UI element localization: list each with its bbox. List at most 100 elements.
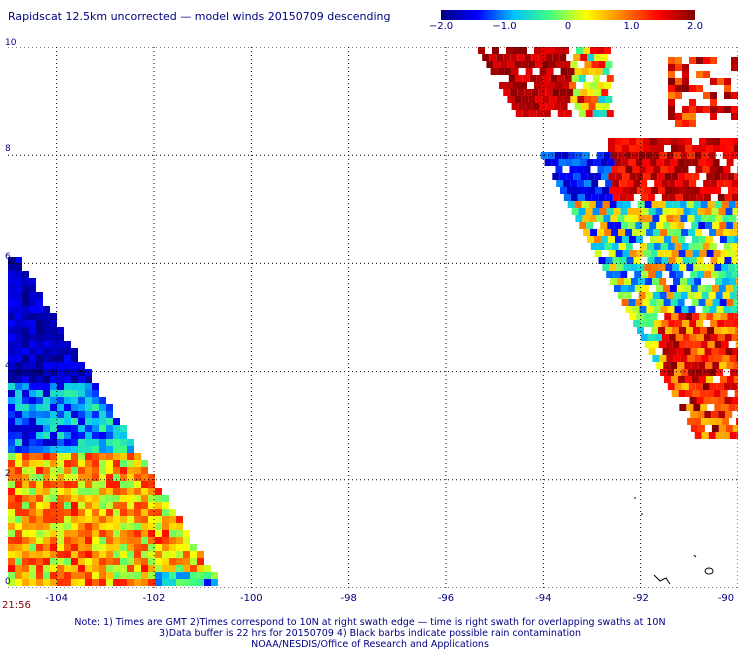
wind-cell bbox=[706, 313, 713, 320]
wind-cell bbox=[719, 208, 726, 215]
wind-cell bbox=[106, 446, 113, 453]
wind-cell bbox=[685, 138, 692, 145]
wind-cell bbox=[106, 537, 113, 544]
wind-cell bbox=[482, 54, 489, 61]
wind-cell bbox=[688, 292, 695, 299]
wind-cell bbox=[692, 376, 699, 383]
wind-cell bbox=[71, 516, 78, 523]
wind-cell bbox=[718, 194, 725, 201]
wind-cell bbox=[736, 201, 738, 208]
wind-cell bbox=[162, 565, 169, 572]
wind-cell bbox=[657, 173, 664, 180]
wind-cell bbox=[134, 502, 141, 509]
wind-cell bbox=[600, 208, 607, 215]
wind-cell bbox=[695, 229, 702, 236]
wind-cell bbox=[99, 565, 106, 572]
wind-cell bbox=[668, 113, 675, 120]
wind-cell bbox=[693, 264, 700, 271]
wind-cell bbox=[700, 404, 707, 411]
wind-cell bbox=[555, 166, 562, 173]
wind-cell bbox=[646, 166, 653, 173]
wind-cell bbox=[661, 320, 668, 327]
wind-cell bbox=[197, 551, 204, 558]
wind-cell bbox=[148, 579, 155, 586]
wind-cell bbox=[43, 544, 50, 551]
wind-cell bbox=[722, 278, 729, 285]
wind-cell bbox=[78, 530, 85, 537]
wind-cell bbox=[658, 327, 665, 334]
wind-cell bbox=[106, 418, 113, 425]
wind-cell bbox=[570, 96, 577, 103]
wind-cell bbox=[616, 187, 623, 194]
wind-cell bbox=[622, 145, 629, 152]
wind-cell bbox=[618, 152, 625, 159]
wind-cell bbox=[568, 68, 575, 75]
wind-cell bbox=[696, 383, 703, 390]
wind-cell bbox=[657, 299, 664, 306]
wind-cell bbox=[579, 208, 586, 215]
longitude-tick-label: -90 bbox=[718, 593, 734, 604]
wind-cell bbox=[57, 565, 64, 572]
wind-cell bbox=[726, 208, 733, 215]
wind-cell bbox=[15, 334, 22, 341]
wind-cell bbox=[658, 187, 665, 194]
colorbar-tick-label: −1.0 bbox=[492, 21, 516, 32]
wind-cell bbox=[601, 159, 608, 166]
wind-cell bbox=[594, 89, 601, 96]
wind-cell bbox=[697, 411, 704, 418]
wind-cell bbox=[692, 173, 699, 180]
wind-cell bbox=[85, 397, 92, 404]
wind-cell bbox=[78, 572, 85, 579]
wind-cell bbox=[113, 439, 120, 446]
wind-cell bbox=[36, 418, 43, 425]
wind-cell bbox=[695, 432, 702, 439]
wind-cell bbox=[576, 166, 583, 173]
wind-cell bbox=[141, 544, 148, 551]
wind-cell bbox=[598, 96, 605, 103]
wind-cell bbox=[134, 516, 141, 523]
wind-cell bbox=[667, 229, 674, 236]
wind-cell bbox=[699, 138, 706, 145]
wind-cell bbox=[127, 509, 134, 516]
wind-cell bbox=[8, 544, 15, 551]
wind-cell bbox=[636, 159, 643, 166]
wind-cell bbox=[727, 138, 734, 145]
wind-cell bbox=[127, 460, 134, 467]
wind-cell bbox=[92, 481, 99, 488]
wind-cell bbox=[544, 75, 551, 82]
wind-cell bbox=[668, 85, 675, 92]
wind-cell bbox=[563, 61, 570, 68]
wind-cell bbox=[78, 376, 85, 383]
wind-cell bbox=[724, 85, 731, 92]
wind-cell bbox=[8, 488, 15, 495]
wind-cell bbox=[134, 474, 141, 481]
wind-cell bbox=[573, 159, 580, 166]
wind-cell bbox=[663, 222, 670, 229]
wind-cell bbox=[183, 558, 190, 565]
wind-cell bbox=[645, 341, 652, 348]
colorbar-tick-label: 2.0 bbox=[687, 21, 703, 32]
wind-cell bbox=[15, 355, 22, 362]
wind-cell bbox=[670, 362, 677, 369]
wind-cell bbox=[714, 390, 721, 397]
wind-cell bbox=[552, 159, 559, 166]
wind-cell bbox=[662, 194, 669, 201]
wind-cell bbox=[535, 96, 542, 103]
wind-cell bbox=[29, 558, 36, 565]
wind-cell bbox=[71, 488, 78, 495]
wind-cell bbox=[655, 271, 662, 278]
wind-cell bbox=[526, 103, 533, 110]
wind-cell bbox=[99, 432, 106, 439]
wind-cell bbox=[699, 299, 706, 306]
wind-cell bbox=[622, 236, 629, 243]
wind-cell bbox=[617, 278, 624, 285]
wind-cell bbox=[120, 467, 127, 474]
wind-cell bbox=[99, 523, 106, 530]
wind-cell bbox=[691, 208, 698, 215]
wind-cell bbox=[22, 523, 29, 530]
wind-cell bbox=[647, 243, 654, 250]
wind-cell bbox=[57, 369, 64, 376]
wind-cell bbox=[650, 313, 657, 320]
wind-cell bbox=[8, 348, 15, 355]
wind-cell bbox=[542, 61, 549, 68]
